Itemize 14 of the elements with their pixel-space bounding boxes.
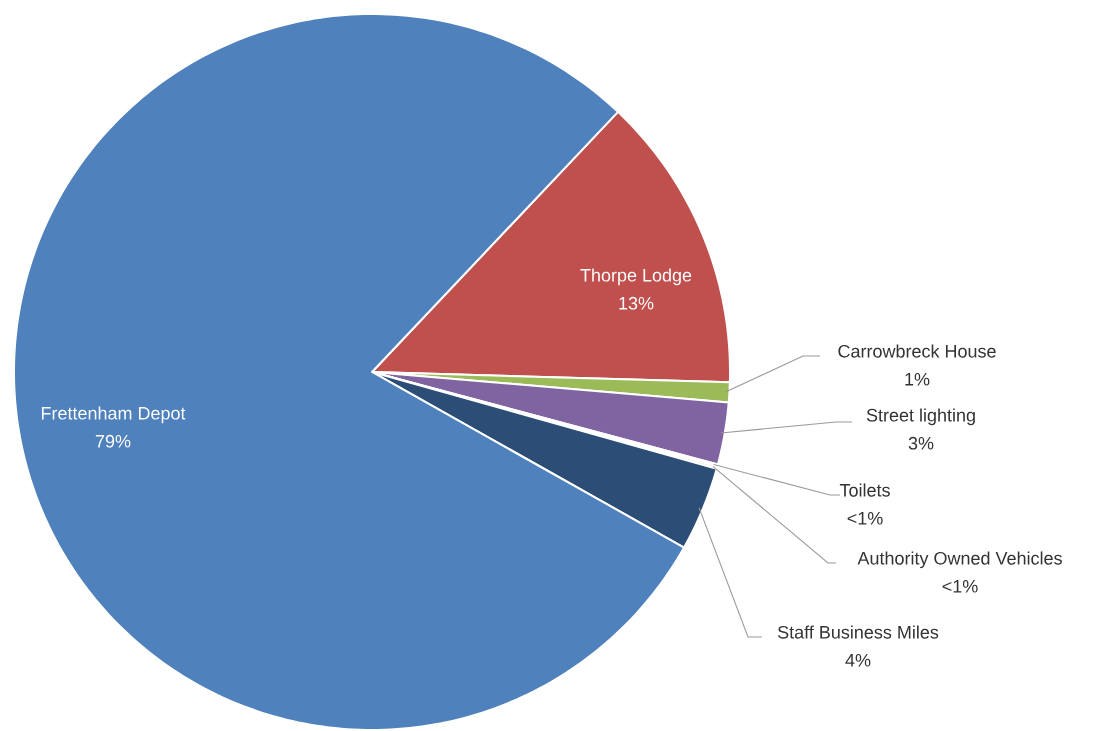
slice-label: Authority Owned Vehicles — [857, 551, 1062, 569]
data-label: 1% — [905, 372, 930, 386]
slice-label: Frettenham Depot — [41, 406, 186, 424]
data-label: <1% — [847, 511, 883, 525]
slice-label: Street lighting — [866, 408, 975, 426]
slice-label: Thorpe Lodge — [580, 268, 692, 286]
data-label: <1% — [942, 579, 978, 593]
slice-label: Toilets — [839, 483, 890, 497]
data-label: 3% — [908, 436, 934, 450]
slice-label: Carrowbreck House — [838, 344, 996, 358]
data-label: 4% — [845, 653, 871, 667]
data-label: 13% — [619, 296, 654, 310]
slice-label: Staff Business Miles — [777, 625, 939, 639]
data-label: 79% — [95, 434, 131, 448]
